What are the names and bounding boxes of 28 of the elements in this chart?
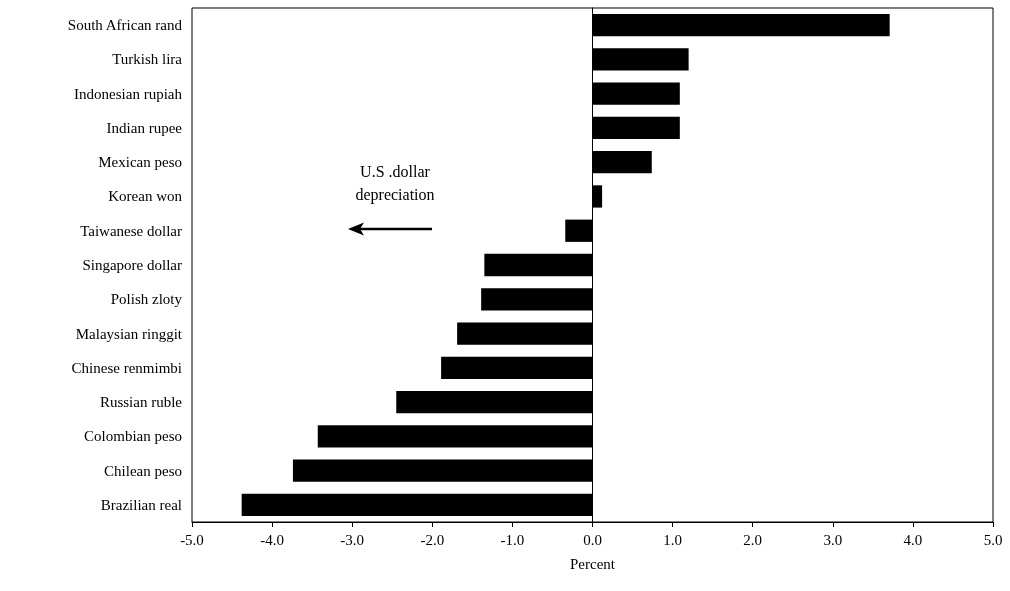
x-axis-title: Percent [570,555,616,572]
y-tick-label: Colombian peso [84,428,182,445]
x-tick-label: 4.0 [903,531,923,548]
y-tick-label: Korean won [108,188,183,205]
x-tick-label: 2.0 [743,531,763,548]
x-tick-label: 5.0 [983,531,1003,548]
x-tick-label: -5.0 [180,531,204,548]
annotation: U.S .dollar depreciation [354,162,436,206]
x-tick-label: -3.0 [340,531,365,548]
y-tick-label: Taiwanese dollar [80,222,182,239]
x-tick-label: 1.0 [663,531,682,548]
y-tick-label: Polish zloty [110,291,183,308]
y-tick-label: Indonesian rupiah [74,85,183,102]
x-tick-label: -2.0 [420,531,445,548]
x-tick-label: 3.0 [823,531,843,548]
y-tick-label: Brazilian real [100,496,182,513]
y-tick-label: Singapore dollar [82,257,182,273]
y-tick-label: Chilean peso [104,462,182,479]
y-tick-label: Turkish lira [112,51,183,68]
y-tick-label: Russian ruble [99,394,183,411]
x-tick-label: -1.0 [500,531,525,548]
y-tick-label: Indian rupee [106,119,183,136]
y-tick-label: Malaysian ringgit [75,325,183,342]
y-tick-label: Chinese renmimbi [71,359,182,376]
y-tick-label: Mexican peso [98,154,182,171]
x-tick-label: -4.0 [260,531,284,548]
x-tick-label: 0.0 [583,531,602,548]
y-tick-label: South African rand [67,17,183,34]
